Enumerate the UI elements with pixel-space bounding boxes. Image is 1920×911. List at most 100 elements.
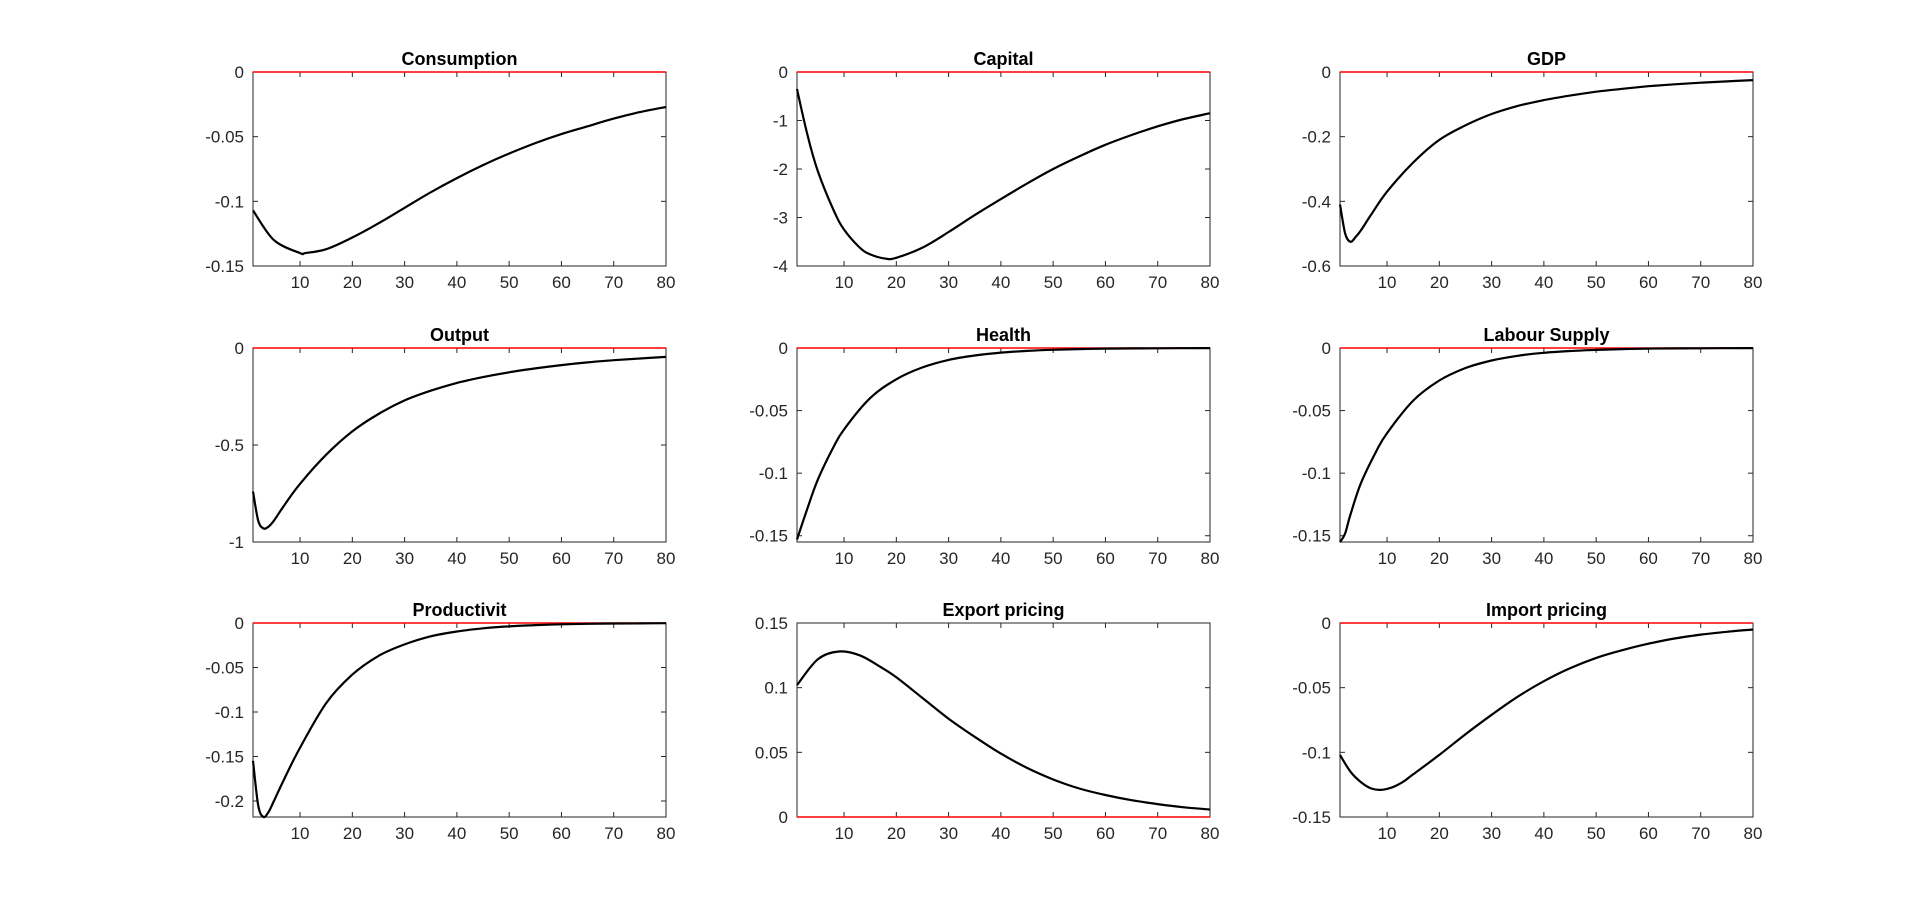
y-tick-label: -0.1 [1302, 743, 1331, 762]
y-tick-label: -1 [229, 533, 244, 552]
y-tick-label: -0.1 [759, 464, 788, 483]
y-tick-label: 0 [235, 63, 244, 82]
x-tick-label: 20 [343, 549, 362, 568]
y-tick-label: 0 [1322, 339, 1331, 358]
y-tick-label: -3 [773, 209, 788, 228]
x-tick-label: 40 [447, 549, 466, 568]
axes-box [1339, 347, 1754, 543]
x-tick-label: 80 [657, 549, 676, 568]
panel: Export pricing 10 20 30 40 50 60 70 80 0.15 0.1 0.0… [755, 600, 1220, 843]
x-tick-label: 30 [395, 824, 414, 843]
series-line [251, 355, 667, 530]
x-tick-label: 30 [1482, 824, 1501, 843]
x-tick-label: 30 [395, 549, 414, 568]
panel: Consumption 10 20 30 40 50 60 70 80 0 -0.05 -0.1 -0.… [205, 49, 675, 292]
y-tick-label: 0 [235, 339, 244, 358]
x-tick-label: 50 [500, 273, 519, 292]
panel: Health 10 20 30 40 50 60 70 80 0 -0.05 -0.1 -0.15 [749, 325, 1219, 568]
series-line [795, 347, 1211, 540]
panel: Capital 10 20 30 40 50 60 70 80 0 -1 -2 -3 -4 [773, 49, 1220, 292]
y-tick-label: 0.15 [755, 614, 788, 633]
x-tick-label: 30 [939, 549, 958, 568]
x-tick-label: 50 [1044, 273, 1063, 292]
x-tick-label: 30 [939, 273, 958, 292]
x-tick-label: 70 [1691, 549, 1710, 568]
y-tick-label: -0.4 [1302, 192, 1331, 211]
x-tick-label: 40 [447, 824, 466, 843]
x-tick-label: 10 [291, 824, 310, 843]
y-tick-label: -0.1 [215, 192, 244, 211]
y-tick-label: -0.05 [1292, 679, 1331, 698]
y-tick-label: 0 [779, 339, 788, 358]
x-tick-label: 80 [1201, 273, 1220, 292]
y-tick-label: 0 [779, 808, 788, 827]
y-tick-label: -4 [773, 257, 788, 276]
x-tick-label: 70 [604, 549, 623, 568]
axes-box [796, 622, 1211, 818]
x-tick-label: 40 [1534, 273, 1553, 292]
panel: Import pricing 10 20 30 40 50 60 70 80 0 -0.05 -0.1… [1292, 600, 1762, 843]
y-tick-label: 0 [779, 63, 788, 82]
panel-title: Export pricing [942, 600, 1064, 620]
series-line [795, 88, 1211, 261]
x-tick-label: 20 [343, 824, 362, 843]
series-line [1339, 347, 1754, 543]
series-line [251, 622, 667, 819]
x-tick-label: 40 [447, 273, 466, 292]
x-tick-label: 40 [1534, 549, 1553, 568]
x-tick-label: 10 [1378, 824, 1397, 843]
panel-title: Import pricing [1486, 600, 1607, 620]
x-tick-label: 30 [395, 273, 414, 292]
x-tick-label: 50 [1587, 273, 1606, 292]
y-tick-label: -0.15 [1292, 527, 1331, 546]
panel-title: Productivit [412, 600, 506, 620]
panel: GDP 10 20 30 40 50 60 70 80 0 -0.2 -0.4 -0.6 [1302, 49, 1763, 292]
axes-box [1339, 622, 1754, 818]
y-tick-label: -0.2 [215, 792, 244, 811]
y-tick-label: 0.1 [764, 679, 788, 698]
axes-box [252, 71, 667, 267]
panel-title: Output [430, 325, 489, 345]
axes-box [1339, 71, 1754, 267]
y-tick-label: 0 [1322, 614, 1331, 633]
axes-box [252, 622, 667, 818]
series-line [1339, 628, 1754, 792]
x-tick-label: 50 [1044, 824, 1063, 843]
y-tick-label: -0.1 [1302, 464, 1331, 483]
y-tick-label: -0.05 [205, 658, 244, 677]
x-tick-label: 40 [991, 824, 1010, 843]
axes-box [252, 347, 667, 543]
x-tick-label: 80 [1744, 824, 1763, 843]
y-tick-label: 0 [1322, 63, 1331, 82]
x-tick-label: 60 [552, 273, 571, 292]
y-tick-label: 0 [235, 614, 244, 633]
x-tick-label: 80 [657, 273, 676, 292]
x-tick-label: 20 [887, 273, 906, 292]
x-tick-label: 20 [343, 273, 362, 292]
x-tick-label: 10 [835, 549, 854, 568]
x-tick-label: 70 [1148, 549, 1167, 568]
y-tick-label: -0.5 [215, 436, 244, 455]
x-tick-label: 10 [1378, 549, 1397, 568]
series-line [252, 105, 667, 256]
panel-title: Capital [973, 49, 1033, 69]
x-tick-label: 50 [500, 549, 519, 568]
y-tick-label: -0.15 [205, 257, 244, 276]
x-tick-label: 30 [939, 824, 958, 843]
x-tick-label: 60 [1096, 824, 1115, 843]
x-tick-label: 30 [1482, 273, 1501, 292]
x-tick-label: 70 [1691, 273, 1710, 292]
y-tick-label: -0.2 [1302, 128, 1331, 147]
x-tick-label: 80 [657, 824, 676, 843]
x-tick-label: 20 [887, 549, 906, 568]
x-tick-label: 40 [1534, 824, 1553, 843]
y-tick-label: -1 [773, 112, 788, 131]
x-tick-label: 60 [1096, 549, 1115, 568]
x-tick-label: 20 [1430, 549, 1449, 568]
panel-title: Consumption [402, 49, 518, 69]
x-tick-label: 20 [887, 824, 906, 843]
x-tick-label: 60 [1639, 824, 1658, 843]
x-tick-label: 80 [1201, 549, 1220, 568]
y-tick-label: -0.15 [1292, 808, 1331, 827]
y-tick-label: -0.15 [749, 527, 788, 546]
